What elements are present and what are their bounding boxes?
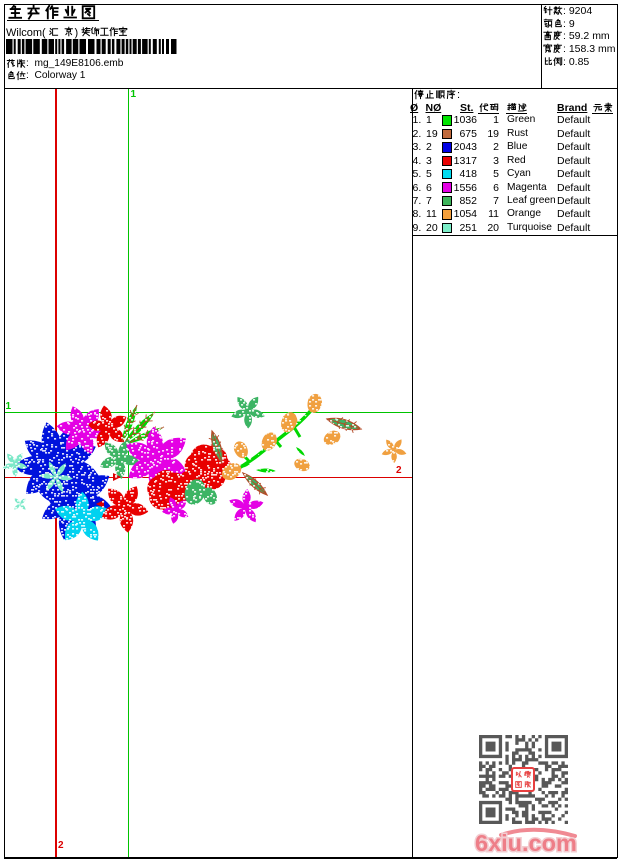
svg-text:6xiu.com: 6xiu.com [475, 830, 577, 856]
